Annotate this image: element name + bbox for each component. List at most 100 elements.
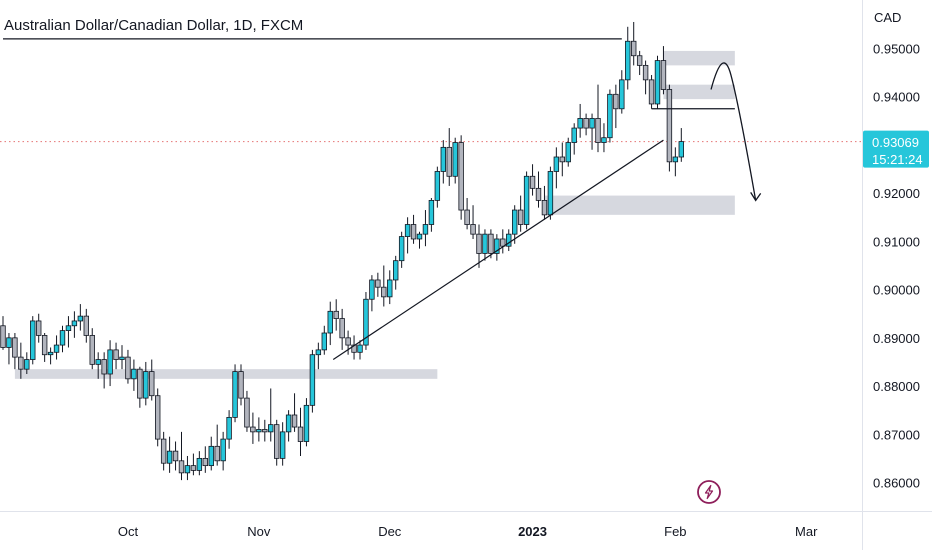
candle [375, 272, 381, 297]
candle-body [589, 118, 595, 129]
candle-body [422, 224, 429, 235]
candle [89, 328, 95, 370]
x-tick-label: Oct [118, 524, 139, 539]
zone-0 [14, 369, 438, 379]
candle-body [672, 156, 679, 163]
candle [476, 224, 482, 268]
candle [65, 316, 72, 348]
zone-3 [663, 84, 735, 100]
candle [339, 308, 345, 350]
candle [232, 364, 238, 423]
drawings [3, 38, 762, 361]
x-tick-label: Feb [664, 524, 686, 539]
candle-body [488, 233, 494, 254]
candle [220, 431, 226, 471]
candle [523, 171, 530, 230]
candle [404, 217, 411, 254]
price-axis-bg[interactable] [863, 0, 932, 511]
candle-body [12, 337, 18, 358]
candle-body [369, 279, 375, 300]
candle-body [464, 209, 470, 225]
candle-body [506, 233, 512, 247]
candle [244, 390, 250, 432]
candle [119, 345, 125, 370]
candle [154, 388, 161, 447]
candle-body [77, 315, 84, 322]
candle [500, 229, 506, 254]
candle [41, 333, 48, 362]
candle-body [226, 416, 232, 440]
candle [143, 361, 149, 406]
candle-body [154, 395, 161, 440]
candle [363, 292, 369, 350]
candle [131, 359, 137, 391]
candle-body [47, 351, 54, 356]
candle [273, 419, 280, 466]
candle [577, 103, 583, 138]
candle [18, 342, 24, 379]
candle [47, 347, 54, 365]
candle-body [648, 79, 655, 105]
candle [381, 265, 387, 307]
price-badge-bg [863, 130, 929, 168]
candle [166, 436, 173, 473]
candle [303, 398, 310, 447]
y-tick-label: 0.95000 [873, 42, 920, 57]
lightning-icon[interactable] [697, 480, 721, 504]
candle [214, 424, 220, 466]
candle [285, 410, 292, 442]
candle-body [654, 60, 661, 105]
candle-body [452, 142, 458, 177]
candle-body [613, 93, 619, 110]
candle-body [660, 60, 667, 90]
candle [172, 441, 179, 471]
supply-demand-zones [14, 50, 735, 379]
candle [494, 234, 500, 261]
candle [160, 431, 167, 471]
candle-body [398, 236, 405, 262]
candle [559, 142, 565, 177]
candle [440, 140, 446, 184]
candle-body [303, 404, 310, 442]
candle-body [642, 64, 649, 81]
candle [648, 75, 655, 109]
candle-body [107, 349, 113, 375]
candle-body [95, 359, 101, 365]
candle [488, 229, 494, 259]
candle [583, 113, 589, 136]
projection-arrow-head [750, 192, 762, 202]
candle [238, 364, 244, 406]
candle [631, 21, 637, 66]
candle-body [434, 171, 441, 201]
candle [595, 84, 601, 153]
candle-body [250, 426, 256, 433]
candle [178, 431, 185, 481]
candle [256, 417, 262, 442]
candle [458, 135, 464, 220]
candle-body [41, 335, 48, 356]
candle-body [321, 332, 327, 351]
candle [636, 50, 643, 76]
candle [30, 316, 36, 365]
candle [71, 311, 78, 338]
candle [95, 352, 101, 379]
candle-body [559, 156, 565, 163]
candle-body [517, 209, 524, 225]
candle-body [238, 371, 244, 399]
candle-body [440, 146, 446, 172]
zone-1 [544, 195, 735, 215]
candle [625, 26, 631, 90]
candle [279, 422, 286, 466]
candle-body [601, 137, 607, 143]
candle [619, 70, 625, 114]
candle [613, 84, 619, 129]
candle-body [636, 55, 643, 66]
candle [357, 340, 363, 360]
candle [416, 231, 423, 249]
candle-body [458, 142, 464, 211]
y-tick-label: 0.88000 [873, 379, 920, 394]
candle-body [309, 354, 316, 406]
x-tick-label: Mar [795, 524, 818, 539]
candle-body [381, 286, 387, 298]
